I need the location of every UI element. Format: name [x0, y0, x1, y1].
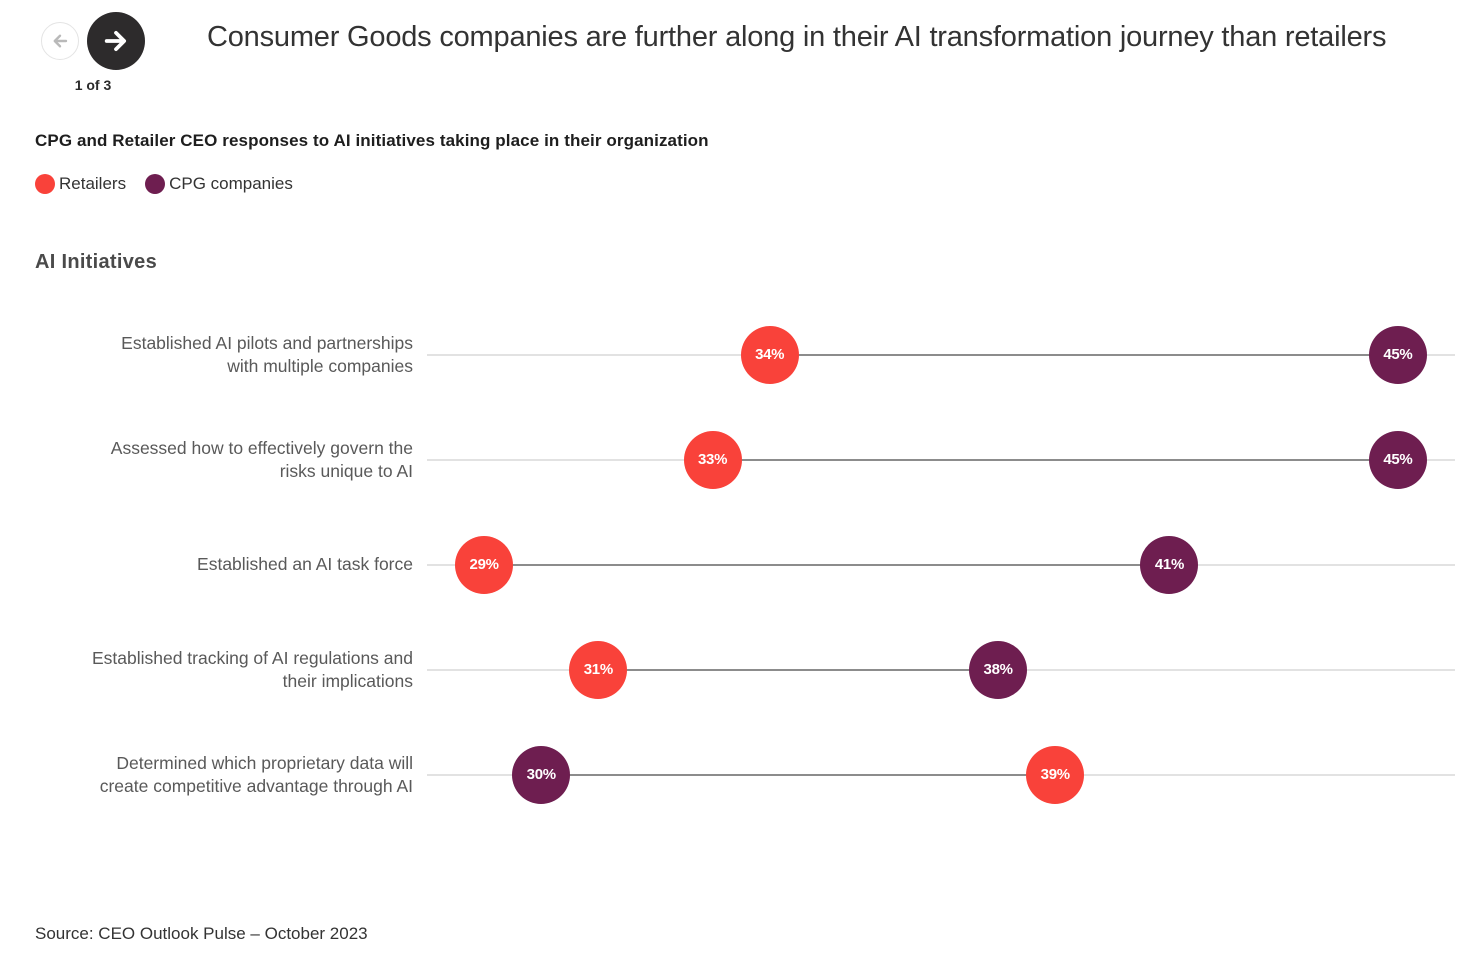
dot-retailers[interactable]: 39% — [1026, 745, 1085, 804]
connector-line — [598, 668, 999, 671]
category-label: Determined which proprietary data will cr… — [99, 752, 413, 796]
legend: Retailers CPG companies — [35, 174, 1461, 194]
row-track: 39% 30% — [427, 722, 1455, 827]
nav-buttons — [41, 12, 175, 70]
back-button[interactable] — [41, 22, 79, 60]
chart-row: Established tracking of AI regulations a… — [35, 617, 1455, 722]
arrow-right-icon — [102, 27, 130, 55]
chart-subtitle: CPG and Retailer CEO responses to AI ini… — [35, 131, 709, 150]
dot-retailers[interactable]: 33% — [683, 430, 742, 489]
legend-item-cpg[interactable]: CPG companies — [145, 174, 293, 194]
category-label: Established an AI task force — [197, 554, 413, 574]
connector-line — [712, 458, 1398, 461]
dot-cpg-companies[interactable]: 30% — [512, 745, 571, 804]
connector-line — [484, 563, 1170, 566]
row-track: 31% 38% — [427, 617, 1455, 722]
dot-cpg-companies[interactable]: 41% — [1140, 535, 1199, 594]
chart-row: Established an AI task force 29% 41% — [35, 512, 1455, 617]
row-track: 33% 45% — [427, 407, 1455, 512]
pagination-nav: 1 of 3 — [41, 12, 175, 93]
category-label: Assessed how to effectively govern the ri… — [110, 437, 413, 481]
dot-retailers[interactable]: 34% — [740, 325, 799, 384]
dot-retailers[interactable]: 29% — [455, 535, 514, 594]
retailers-swatch-icon — [35, 174, 55, 194]
chart-row: Established AI pilots and partnerships wi… — [35, 302, 1455, 407]
chart-section-title: AI Initiatives — [35, 251, 158, 273]
dot-retailers[interactable]: 31% — [569, 640, 628, 699]
dot-cpg-companies[interactable]: 38% — [969, 640, 1028, 699]
legend-label: Retailers — [59, 174, 127, 193]
page-title: Consumer Goods companies are further alo… — [207, 21, 1387, 53]
category-label: Established AI pilots and partnerships wi… — [121, 332, 413, 376]
dumbbell-chart: Established AI pilots and partnerships wi… — [0, 302, 1461, 827]
row-track: 29% 41% — [427, 512, 1455, 617]
category-label: Established tracking of AI regulations a… — [91, 647, 413, 691]
page-indicator: 1 of 3 — [74, 77, 112, 93]
connector-line — [541, 773, 1056, 776]
row-track: 34% 45% — [427, 302, 1455, 407]
legend-label: CPG companies — [169, 174, 293, 193]
cpg-swatch-icon — [145, 174, 166, 194]
header: 1 of 3 Consumer Goods companies are furt… — [0, 0, 1461, 93]
dot-cpg-companies[interactable]: 45% — [1368, 325, 1427, 384]
chart-row: Assessed how to effectively govern the ri… — [35, 407, 1455, 512]
forward-button[interactable] — [87, 12, 145, 70]
chart-row: Determined which proprietary data will cr… — [35, 722, 1455, 827]
dot-cpg-companies[interactable]: 45% — [1368, 430, 1427, 489]
connector-line — [769, 353, 1398, 356]
arrow-left-icon — [51, 32, 69, 50]
source-note: Source: CEO Outlook Pulse – October 2023 — [35, 924, 368, 943]
legend-item-retailers[interactable]: Retailers — [35, 174, 126, 194]
